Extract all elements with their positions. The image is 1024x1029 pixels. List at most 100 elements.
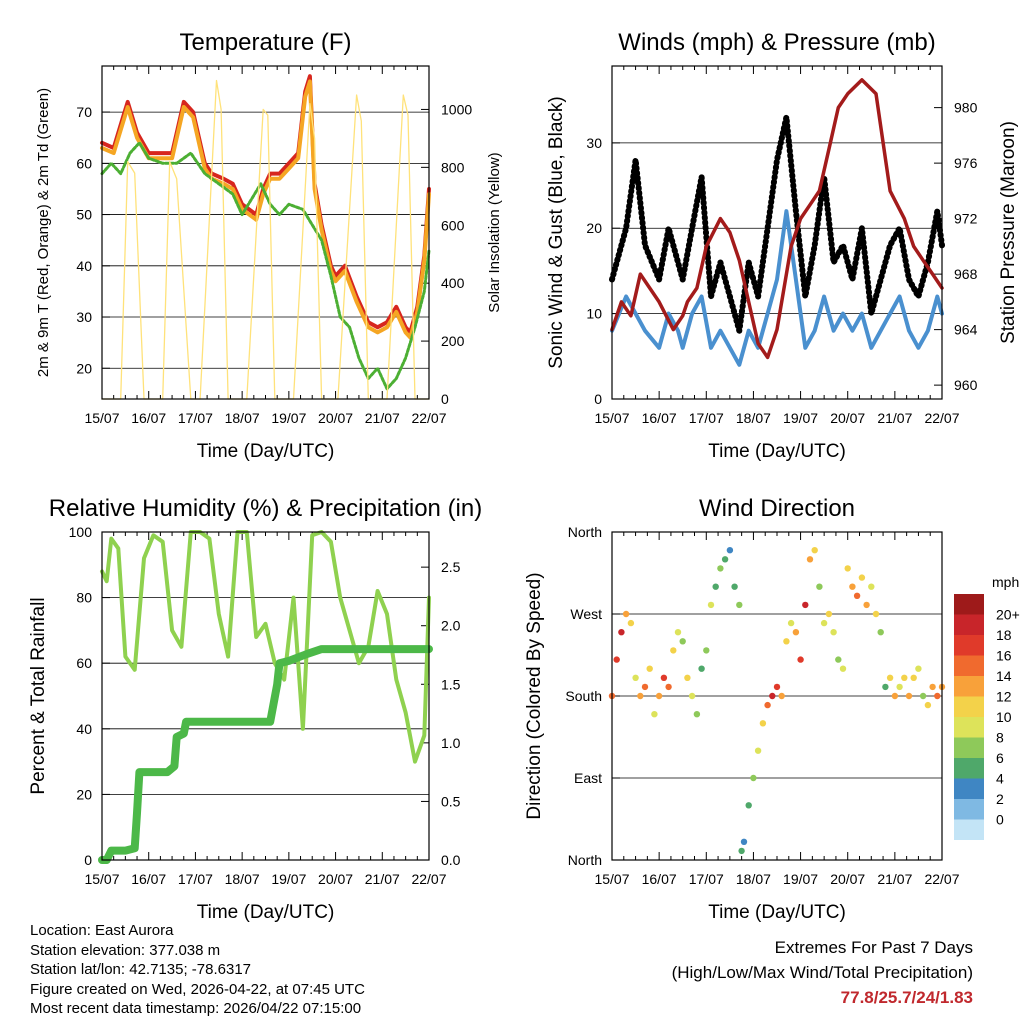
direction-point xyxy=(773,683,781,691)
humidity-title: Relative Humidity (%) & Precipitation (i… xyxy=(49,495,482,522)
winds-ytick-label: 0 xyxy=(594,391,602,407)
temperature-xtick-label: 20/07 xyxy=(318,410,353,426)
winds-xtick-label: 15/07 xyxy=(594,410,629,426)
direction-point xyxy=(731,583,738,590)
winds-xtick-label: 17/07 xyxy=(689,410,724,426)
direction-point xyxy=(736,601,743,609)
extremes-title: Extremes For Past 7 Days xyxy=(774,938,973,957)
colorbar-swatch xyxy=(954,635,984,656)
temperature-xtick-label: 19/07 xyxy=(271,410,306,426)
colorbar-swatch xyxy=(954,594,984,615)
extremes-block: Extremes For Past 7 Days (High/Low/Max W… xyxy=(672,935,973,1010)
winds-xtick-label: 21/07 xyxy=(877,410,912,426)
humidity-xtick-label: 21/07 xyxy=(365,871,400,887)
temperature-frame xyxy=(101,65,430,400)
temperature-ytick-label: 40 xyxy=(76,258,92,274)
direction-point xyxy=(655,692,663,700)
humidity-series-total-precipitation xyxy=(98,645,433,864)
direction-point xyxy=(783,638,790,645)
direction-point xyxy=(839,665,847,672)
colorbar-label: 0 xyxy=(996,812,1004,828)
direction-xtick-label: 18/07 xyxy=(736,871,771,887)
direction-point xyxy=(924,701,932,709)
temperature-series-2m-td xyxy=(100,141,431,391)
direction-point xyxy=(759,720,767,727)
direction-point xyxy=(745,802,752,809)
direction-point xyxy=(712,583,719,590)
winds-ylabel: Sonic Wind & Gust (Blue, Black) xyxy=(546,96,567,368)
direction-point xyxy=(688,692,696,700)
humidity-xtick-label: 18/07 xyxy=(225,871,260,887)
direction-point xyxy=(698,665,705,672)
direction-point xyxy=(684,674,691,681)
direction-point xyxy=(853,592,861,599)
temperature-series-2m-t xyxy=(100,74,431,335)
direction-point xyxy=(929,683,936,691)
direction-point xyxy=(820,619,828,627)
humidity-y2tick-label: 1.5 xyxy=(441,676,461,692)
direction-point xyxy=(637,692,644,700)
latlon-text: Station lat/lon: 42.7135; -78.6317 xyxy=(30,961,252,978)
direction-point xyxy=(778,692,785,700)
winds-xtick-label: 19/07 xyxy=(783,410,818,426)
winds-y2tick-label: 964 xyxy=(954,322,978,338)
colorbar-swatch xyxy=(954,737,984,758)
humidity-xlabel: Time (Day/UTC) xyxy=(197,902,335,923)
temperature-chart: Temperature (F) Time (Day/UTC) 15/07 16/07 1… xyxy=(35,29,503,462)
direction-ytick-label: North xyxy=(568,524,602,540)
winds-y2label: Station Pressure (Maroon) xyxy=(998,121,1019,344)
winds-ytick-label: 20 xyxy=(586,220,602,236)
temperature-xlabel: Time (Day/UTC) xyxy=(197,441,335,462)
direction-ytick-label: East xyxy=(574,770,602,786)
direction-point xyxy=(721,556,729,563)
direction-point xyxy=(910,674,917,681)
direction-xtick-label: 19/07 xyxy=(783,871,818,887)
humidity-chart: Relative Humidity (%) & Precipitation (i… xyxy=(28,495,482,923)
colorbar-swatch xyxy=(954,655,984,676)
direction-point xyxy=(707,601,715,609)
temperature-series-solar-insolation xyxy=(101,79,430,400)
temperature-ytick-label: 50 xyxy=(76,207,92,223)
colorbar-swatch xyxy=(954,758,984,779)
direction-point xyxy=(901,674,908,681)
direction-point xyxy=(886,674,894,681)
temperature-ytick-label: 20 xyxy=(76,360,92,376)
winds-ytick-label: 30 xyxy=(586,135,602,151)
direction-point xyxy=(825,610,833,618)
temperature-ylabel: 2m & 9m T (Red, Orange) & 2m Td (Green) xyxy=(35,88,52,377)
direction-point xyxy=(618,629,625,636)
humidity-xtick-label: 15/07 xyxy=(84,871,119,887)
humidity-xtick-label: 19/07 xyxy=(271,871,306,887)
winds-xtick-label: 16/07 xyxy=(642,410,677,426)
humidity-frame xyxy=(101,531,430,861)
direction-ytick-label: North xyxy=(568,852,602,868)
winds-xlabel: Time (Day/UTC) xyxy=(708,441,846,462)
winds-ytick-label: 10 xyxy=(586,306,602,322)
direction-point xyxy=(646,665,653,672)
winds-title: Winds (mph) & Pressure (mb) xyxy=(618,29,935,56)
direction-point xyxy=(613,656,620,663)
temperature-y2tick-label: 200 xyxy=(441,333,465,349)
direction-chart: Wind Direction Time (Day/UTC) 15/07 16/07 17… xyxy=(524,495,1020,923)
colorbar-label: 10 xyxy=(996,709,1012,725)
temperature-y2tick-label: 600 xyxy=(441,217,465,233)
temperature-xtick-label: 15/07 xyxy=(84,410,119,426)
direction-point xyxy=(651,711,658,718)
humidity-ylabel: Percent & Total Rainfall xyxy=(28,597,49,794)
winds-series-gust xyxy=(609,114,945,334)
elevation-text: Station elevation: 377.038 m xyxy=(30,941,221,959)
direction-point xyxy=(717,565,724,572)
humidity-xtick-label: 20/07 xyxy=(318,871,353,887)
direction-point xyxy=(792,629,800,636)
temperature-xtick-label: 16/07 xyxy=(131,410,166,426)
station-info: Location: East Aurora Station elevation:… xyxy=(30,921,365,1019)
humidity-ytick-label: 20 xyxy=(76,786,92,802)
direction-point xyxy=(835,656,842,663)
winds-y2tick-label: 972 xyxy=(954,211,978,227)
humidity-xtick-label: 22/07 xyxy=(411,871,446,887)
created-text: Figure created on Wed, 2026-04-22, at 07… xyxy=(30,980,365,998)
direction-point xyxy=(816,583,823,590)
winds-series-wind xyxy=(610,209,944,367)
direction-point xyxy=(872,610,880,618)
